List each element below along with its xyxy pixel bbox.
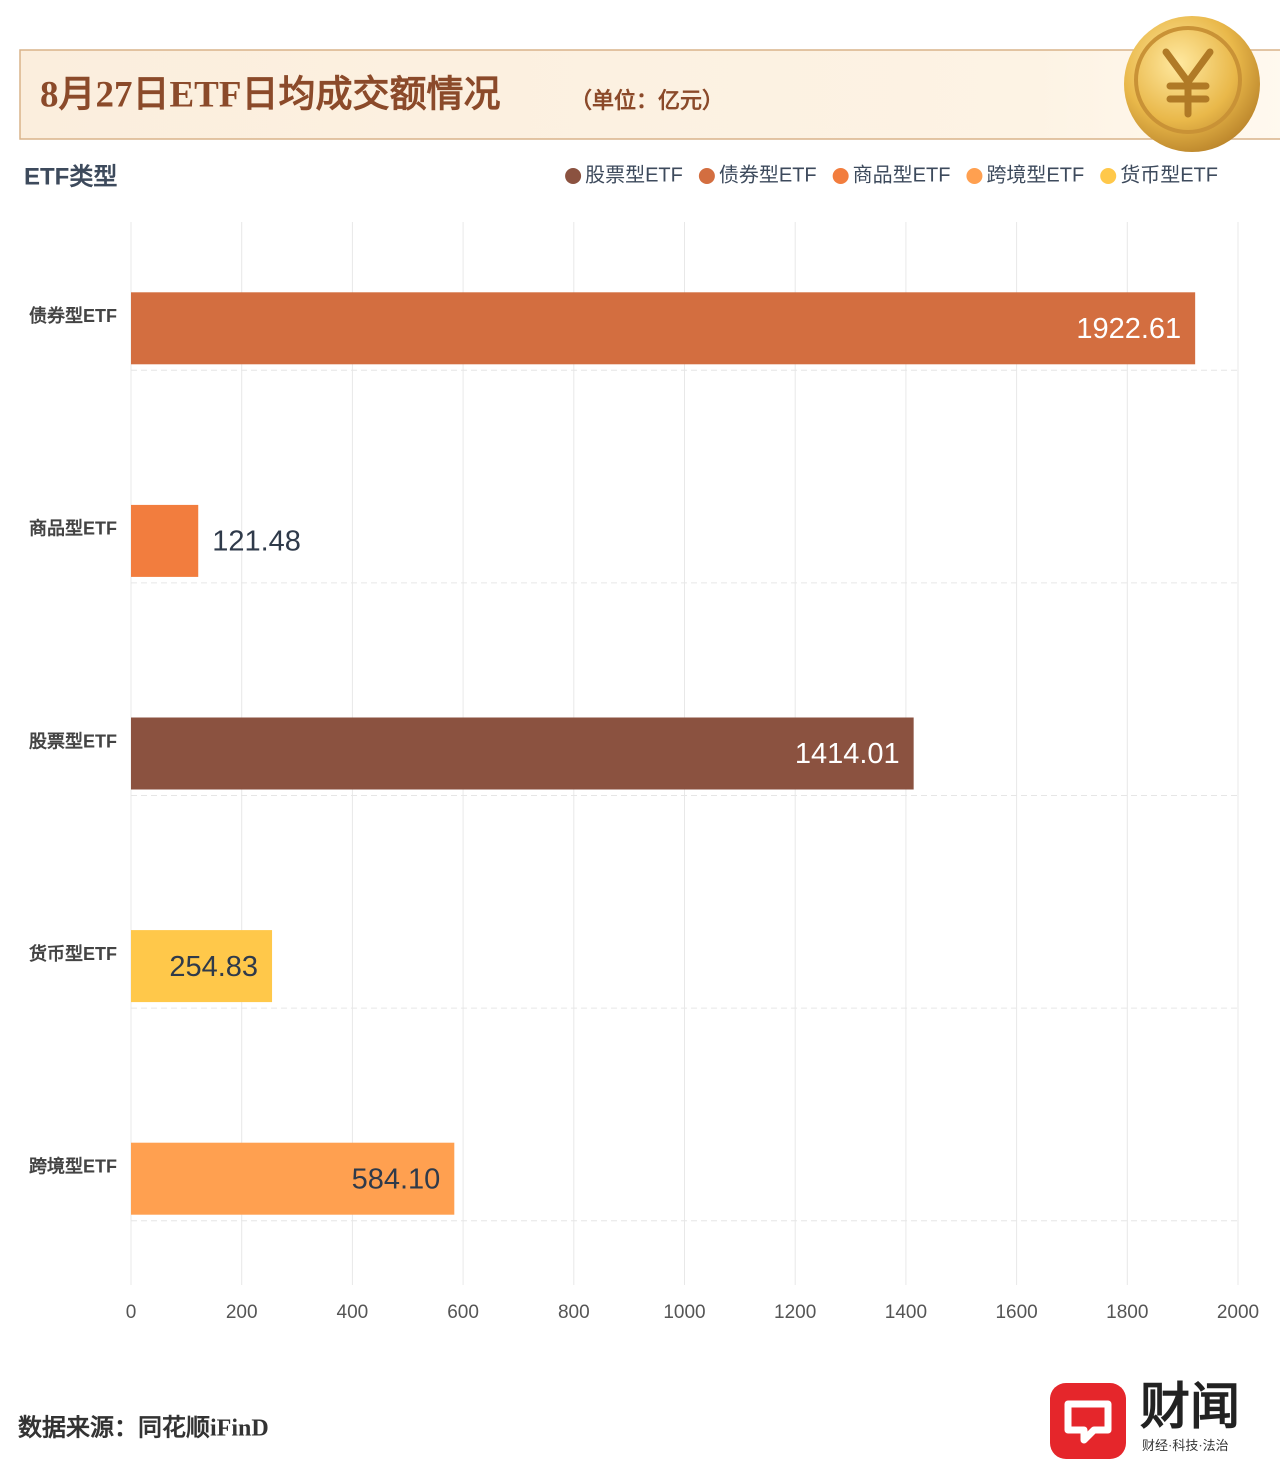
y-tick-label: 跨境型ETF — [29, 1155, 117, 1176]
chart-title: 8月27日ETF日均成交额情况 — [40, 72, 500, 115]
x-tick-label: 1600 — [995, 1302, 1037, 1323]
value-label: 121.48 — [212, 526, 301, 558]
x-tick-label: 1200 — [774, 1302, 816, 1323]
bar — [131, 930, 273, 1003]
y-tick-label: 债券型ETF — [29, 305, 117, 326]
bar — [131, 292, 1196, 365]
bar — [131, 1142, 455, 1215]
y-tick-label: 货币型ETF — [29, 943, 117, 964]
value-label: 1922.61 — [1076, 313, 1181, 345]
legend-swatch — [565, 168, 582, 184]
x-tick-label: 600 — [447, 1302, 479, 1323]
value-label: 254.83 — [169, 951, 258, 983]
bar — [131, 504, 199, 577]
legend-swatch — [966, 168, 983, 184]
title-box — [19, 49, 1280, 140]
source-note: 数据来源：同花顺iFinD — [18, 1414, 269, 1442]
y-axis-title: ETF类型 — [24, 163, 117, 190]
legend-label: 货币型ETF — [1120, 163, 1218, 186]
legend-label: 跨境型ETF — [986, 163, 1084, 186]
x-tick-label: 1800 — [1106, 1302, 1148, 1323]
brand-name: 财闻 — [1140, 1378, 1240, 1434]
x-tick-label: 2000 — [1217, 1302, 1259, 1323]
value-label: 1414.01 — [795, 738, 900, 770]
legend-swatch — [832, 168, 849, 184]
chart-subtitle: （单位：亿元） — [570, 88, 724, 113]
legend-label: 债券型ETF — [719, 163, 817, 186]
y-tick-label: 商品型ETF — [29, 518, 117, 539]
brand-slogan: 财经·科技·法治 — [1142, 1438, 1229, 1453]
legend-swatch — [698, 168, 715, 184]
legend-label: 商品型ETF — [853, 163, 951, 186]
value-label: 584.10 — [352, 1163, 441, 1195]
x-tick-label: 1400 — [885, 1302, 927, 1323]
x-tick-label: 200 — [226, 1302, 258, 1323]
coin-icon — [1124, 16, 1260, 152]
x-tick-label: 400 — [337, 1302, 369, 1323]
brand-logo — [1050, 1383, 1126, 1459]
x-tick-label: 800 — [558, 1302, 590, 1323]
legend-swatch — [1100, 168, 1117, 184]
y-tick-label: 股票型ETF — [28, 730, 117, 751]
x-tick-label: 1000 — [663, 1302, 705, 1323]
bar — [131, 717, 914, 790]
legend-label: 股票型ETF — [585, 163, 683, 186]
x-tick-label: 0 — [126, 1302, 137, 1323]
